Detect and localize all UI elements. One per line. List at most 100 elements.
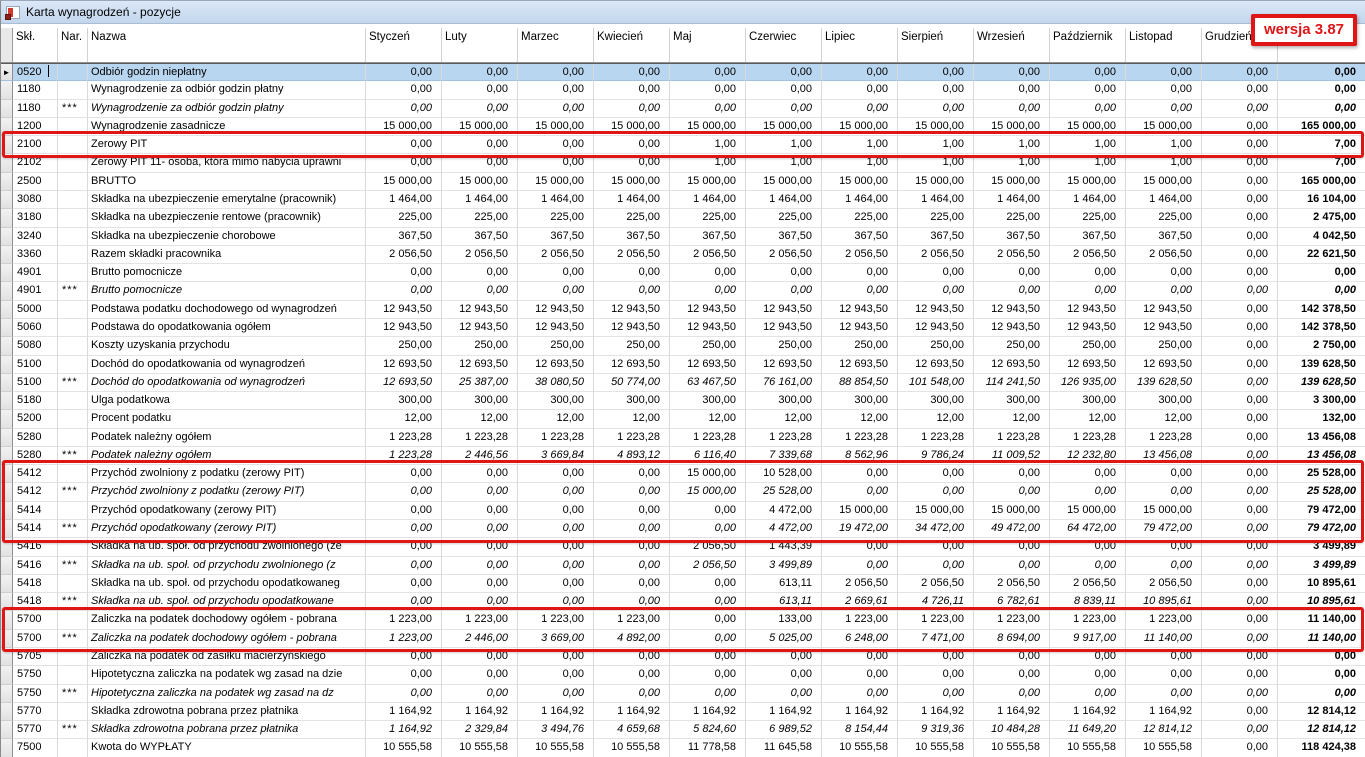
cell-month-kwiecień[interactable]: 1 164,92 (594, 702, 670, 722)
cell-month-kwiecień[interactable]: 10 555,58 (594, 739, 670, 757)
cell-month-lipiec[interactable]: 0,00 (822, 64, 898, 82)
cell-month-luty[interactable]: 1 464,00 (442, 190, 518, 210)
cell-nar[interactable] (58, 337, 88, 356)
cell-month-luty[interactable]: 300,00 (442, 392, 518, 411)
cell-month-marzec[interactable]: 0,00 (518, 520, 594, 539)
cell-month-lipiec[interactable]: 15 000,00 (822, 172, 898, 191)
cell-month-marzec[interactable]: 0,00 (518, 574, 594, 594)
cell-month-czerwiec[interactable]: 12 943,50 (746, 318, 822, 338)
row-selector-cell[interactable] (1, 410, 13, 429)
cell-month-wrzesień[interactable]: 0,00 (974, 483, 1050, 502)
cell-month-maj[interactable]: 0,00 (670, 64, 746, 82)
cell-month-kwiecień[interactable]: 0,00 (594, 99, 670, 118)
cell-name[interactable]: Składka na ub. społ. od przychodu zwolni… (88, 556, 366, 575)
cell-month-październik[interactable]: 0,00 (1050, 648, 1126, 667)
row-selector-cell[interactable] (1, 154, 13, 173)
cell-month-lipiec[interactable]: 15 000,00 (822, 501, 898, 521)
cell-month-wrzesień[interactable]: 0,00 (974, 648, 1050, 667)
cell-nar[interactable] (58, 648, 88, 667)
cell-month-lipiec[interactable]: 0,00 (822, 684, 898, 703)
cell-code[interactable]: 3240 (13, 227, 58, 246)
cell-month-maj[interactable]: 0,00 (670, 611, 746, 630)
cell-month-październik[interactable]: 10 555,58 (1050, 739, 1126, 757)
cell-month-sierpień[interactable]: 0,00 (898, 64, 974, 82)
cell-code[interactable]: 5770 (13, 721, 58, 740)
cell-month-styczeń[interactable]: 0,00 (366, 574, 442, 594)
cell-month-kwiecień[interactable]: 367,50 (594, 227, 670, 246)
cell-month-czerwiec[interactable]: 1 164,92 (746, 702, 822, 722)
row-selector-cell[interactable] (1, 721, 13, 740)
cell-code[interactable]: 5280 (13, 428, 58, 447)
cell-month-wrzesień[interactable]: 1,00 (974, 136, 1050, 155)
cell-nar[interactable]: *** (58, 721, 88, 740)
cell-name[interactable]: Kwota do WYPŁATY (88, 739, 366, 757)
cell-month-wrzesień[interactable]: 12 943,50 (974, 318, 1050, 338)
cell-name[interactable]: Wynagrodzenie za odbiór godzin płatny (88, 99, 366, 118)
cell-month-wrzesień[interactable]: 12,00 (974, 410, 1050, 429)
cell-month-lipiec[interactable]: 0,00 (822, 99, 898, 118)
cell-month-maj[interactable]: 1,00 (670, 136, 746, 155)
cell-month-październik[interactable]: 1 464,00 (1050, 190, 1126, 210)
cell-month-grudzień[interactable]: 0,00 (1202, 209, 1278, 228)
cell-month-kwiecień[interactable]: 0,00 (594, 501, 670, 521)
cell-month-styczeń[interactable]: 0,00 (366, 81, 442, 100)
cell-month-kwiecień[interactable]: 2 056,50 (594, 245, 670, 265)
cell-month-sierpień[interactable]: 0,00 (898, 556, 974, 575)
cell-month-styczeń[interactable]: 1 223,28 (366, 446, 442, 466)
cell-name[interactable]: Wynagrodzenie zasadnicze (88, 117, 366, 137)
cell-month-listopad[interactable]: 13 456,08 (1126, 446, 1202, 466)
cell-month-styczeń[interactable]: 0,00 (366, 483, 442, 502)
cell-month-wrzesień[interactable]: 0,00 (974, 538, 1050, 557)
cell-name[interactable]: Zaliczka na podatek dochodowy ogółem - p… (88, 629, 366, 648)
cell-month-styczeń[interactable]: 0,00 (366, 99, 442, 118)
cell-month-marzec[interactable]: 1 223,28 (518, 428, 594, 447)
cell-month-październik[interactable]: 8 839,11 (1050, 593, 1126, 612)
cell-month-listopad[interactable]: 250,00 (1126, 337, 1202, 356)
row-selector-cell[interactable] (1, 648, 13, 667)
cell-total[interactable]: 118 424,38 (1278, 739, 1365, 757)
cell-month-styczeń[interactable]: 0,00 (366, 538, 442, 557)
cell-name[interactable]: Podatek należny ogółem (88, 428, 366, 447)
cell-month-marzec[interactable]: 0,00 (518, 666, 594, 685)
cell-nar[interactable] (58, 136, 88, 155)
cell-month-wrzesień[interactable]: 0,00 (974, 81, 1050, 100)
cell-month-lipiec[interactable]: 367,50 (822, 227, 898, 246)
cell-code[interactable]: 5418 (13, 593, 58, 612)
cell-month-grudzień[interactable]: 0,00 (1202, 81, 1278, 100)
row-selector-cell[interactable] (1, 282, 13, 301)
cell-month-sierpień[interactable]: 15 000,00 (898, 501, 974, 521)
table-row[interactable]: 5100 *** Dochód do opodatkowania od wynagr… (1, 373, 1365, 393)
cell-month-luty[interactable]: 0,00 (442, 99, 518, 118)
cell-name[interactable]: Hipotetyczna zaliczka na podatek wg zasa… (88, 666, 366, 685)
cell-month-październik[interactable]: 2 056,50 (1050, 574, 1126, 594)
cell-month-październik[interactable]: 0,00 (1050, 64, 1126, 82)
cell-month-październik[interactable]: 12 232,80 (1050, 446, 1126, 466)
cell-month-maj[interactable]: 367,50 (670, 227, 746, 246)
cell-name[interactable]: Procent podatku (88, 410, 366, 429)
cell-code[interactable]: 4901 (13, 282, 58, 301)
cell-month-grudzień[interactable]: 0,00 (1202, 99, 1278, 118)
cell-month-luty[interactable]: 0,00 (442, 538, 518, 557)
cell-month-grudzień[interactable]: 0,00 (1202, 373, 1278, 393)
cell-month-grudzień[interactable]: 0,00 (1202, 520, 1278, 539)
cell-month-lipiec[interactable]: 1,00 (822, 154, 898, 173)
cell-month-październik[interactable]: 0,00 (1050, 264, 1126, 283)
cell-code[interactable]: 1180 (13, 99, 58, 118)
table-row[interactable]: 3240 Składka na ubezpieczenie chorobowe 36… (1, 227, 1365, 246)
cell-month-listopad[interactable]: 2 056,50 (1126, 245, 1202, 265)
row-selector-cell[interactable] (1, 684, 13, 703)
cell-month-maj[interactable]: 1 223,28 (670, 428, 746, 447)
cell-month-czerwiec[interactable]: 5 025,00 (746, 629, 822, 648)
cell-month-luty[interactable]: 1 164,92 (442, 702, 518, 722)
cell-month-marzec[interactable]: 0,00 (518, 684, 594, 703)
cell-month-listopad[interactable]: 1 223,00 (1126, 611, 1202, 630)
cell-month-styczeń[interactable]: 225,00 (366, 209, 442, 228)
cell-month-wrzesień[interactable]: 15 000,00 (974, 172, 1050, 191)
cell-month-październik[interactable]: 1 164,92 (1050, 702, 1126, 722)
cell-code[interactable]: 5418 (13, 574, 58, 594)
cell-month-wrzesień[interactable]: 1 223,00 (974, 611, 1050, 630)
cell-month-luty[interactable]: 0,00 (442, 154, 518, 173)
cell-code[interactable]: 5100 (13, 355, 58, 374)
cell-month-sierpień[interactable]: 15 000,00 (898, 117, 974, 137)
cell-month-listopad[interactable]: 79 472,00 (1126, 520, 1202, 539)
